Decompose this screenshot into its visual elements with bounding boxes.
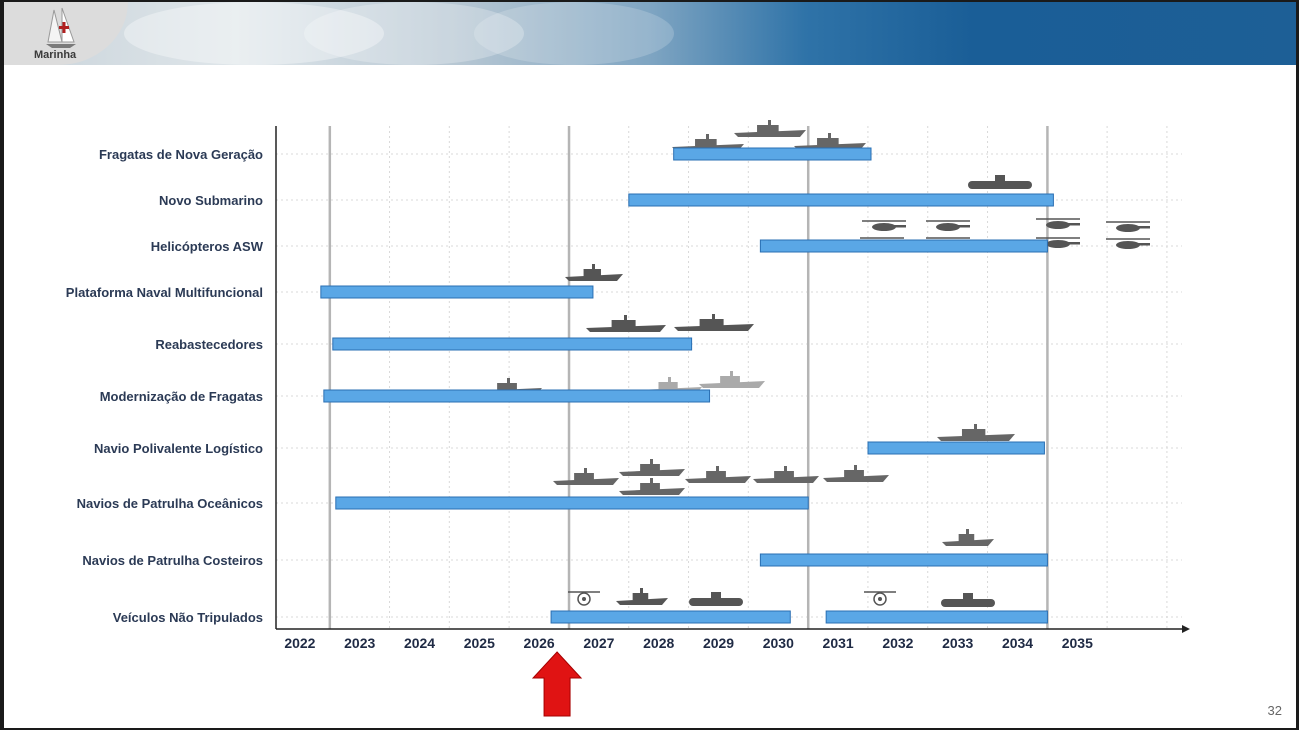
logo: Marinha xyxy=(4,2,128,65)
x-tick-label: 2034 xyxy=(1002,635,1033,651)
helicopter-icon xyxy=(1036,237,1080,248)
helicopter-icon xyxy=(1036,218,1080,229)
timeline-bar xyxy=(332,337,693,351)
row-label: Novo Submarino xyxy=(159,193,263,208)
ship-icon xyxy=(565,264,623,281)
helicopter-icon xyxy=(1106,221,1150,232)
slide: Marinha 2022 2023 2024 2025 2026 2027 2028 2029… xyxy=(4,2,1296,728)
ship-icon xyxy=(823,465,889,482)
helicopter-icon xyxy=(1106,238,1150,249)
x-tick-label: 2025 xyxy=(464,635,495,651)
x-tick-label: 2023 xyxy=(344,635,375,651)
x-tick-label: 2028 xyxy=(643,635,674,651)
timeline-bar xyxy=(759,553,1048,567)
ship-icon xyxy=(619,459,685,476)
ship-icon xyxy=(553,468,619,485)
header-banner: Marinha xyxy=(4,2,1296,65)
row-label: Navios de Patrulha Oceânicos xyxy=(77,496,263,511)
x-axis-arrow-icon xyxy=(1182,625,1190,633)
timeline-bar xyxy=(628,193,1054,207)
x-tick-label: 2033 xyxy=(942,635,973,651)
drone-icon xyxy=(864,591,896,606)
row-label: Navio Polivalente Logístico xyxy=(94,441,263,456)
helicopter-icon xyxy=(862,220,906,231)
x-tick-label: 2030 xyxy=(763,635,794,651)
ship-icon xyxy=(616,588,668,605)
ship-icon xyxy=(794,133,866,150)
ship-icon xyxy=(619,478,685,495)
timeline-bar xyxy=(320,285,594,299)
timeline-bar xyxy=(759,239,1048,253)
current-year-arrow-icon xyxy=(531,651,583,717)
timeline-bar xyxy=(825,610,1048,624)
navy-logo-icon xyxy=(46,7,76,48)
timeline-bar xyxy=(550,610,791,624)
ship-icon xyxy=(937,424,1015,441)
ship-icon xyxy=(942,529,994,546)
timeline-bar xyxy=(335,496,809,510)
x-tick-label: 2032 xyxy=(882,635,913,651)
ship-icon xyxy=(674,314,754,331)
ship-icon xyxy=(734,120,806,137)
timeline-bar xyxy=(673,147,872,161)
x-tick-label: 2026 xyxy=(524,635,555,651)
submarine-icon xyxy=(941,593,995,607)
row-label: Reabastecedores xyxy=(155,337,263,352)
row-label: Plataforma Naval Multifuncional xyxy=(66,285,263,300)
x-tick-label: 2024 xyxy=(404,635,435,651)
x-tick-label: 2035 xyxy=(1062,635,1093,651)
row-label: Veículos Não Tripulados xyxy=(113,610,263,625)
timeline-chart: 2022 2023 2024 2025 2026 2027 2028 2029 2030 2031… xyxy=(66,120,1190,717)
row-label: Navios de Patrulha Costeiros xyxy=(82,553,263,568)
ship-icon xyxy=(685,466,751,483)
vehicle-icons xyxy=(476,120,1150,607)
submarine-icon xyxy=(968,175,1032,189)
ship-icon xyxy=(753,466,819,483)
helicopter-icon xyxy=(926,220,970,231)
x-tick-label: 2029 xyxy=(703,635,734,651)
row-label: Helicópteros ASW xyxy=(151,239,264,254)
row-label: Fragatas de Nova Geração xyxy=(99,147,263,162)
page-number: 32 xyxy=(1267,703,1282,718)
x-tick-label: 2031 xyxy=(823,635,854,651)
ship-icon xyxy=(699,371,765,388)
timeline-bar xyxy=(323,389,711,403)
logo-text: Marinha xyxy=(34,49,77,61)
row-label: Modernização de Fragatas xyxy=(100,389,263,404)
timeline-bar xyxy=(867,441,1045,455)
drone-icon xyxy=(568,591,600,606)
submarine-icon xyxy=(689,592,743,606)
ship-icon xyxy=(586,315,666,332)
x-tick-label: 2027 xyxy=(583,635,614,651)
x-tick-label: 2022 xyxy=(284,635,315,651)
